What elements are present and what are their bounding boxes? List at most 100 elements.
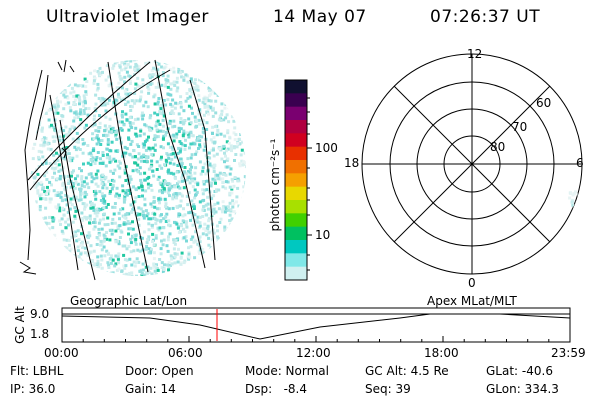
uv-pixel xyxy=(82,112,86,115)
uv-pixel xyxy=(128,221,132,225)
uv-pixel xyxy=(95,243,99,246)
uv-pixel xyxy=(115,192,119,196)
uv-pixel xyxy=(79,187,83,191)
uv-pixel xyxy=(148,76,152,80)
uv-pixel xyxy=(96,86,100,90)
uv-pixel xyxy=(166,78,170,82)
uv-pixel xyxy=(166,74,170,78)
uv-pixel xyxy=(203,102,207,106)
uv-pixel xyxy=(130,126,134,130)
uv-pixel xyxy=(177,192,181,196)
uv-pixel xyxy=(134,132,138,136)
uv-pixel xyxy=(111,104,115,108)
uv-pixel xyxy=(189,130,193,134)
uv-pixel xyxy=(183,60,187,64)
uv-pixel xyxy=(171,147,175,151)
uv-pixel xyxy=(184,73,188,77)
uv-pixel xyxy=(38,268,42,272)
uv-pixel xyxy=(229,167,233,171)
uv-pixel xyxy=(226,70,230,74)
uv-pixel xyxy=(77,198,81,202)
uv-pixel xyxy=(171,197,175,201)
coastline xyxy=(24,69,43,261)
uv-pixel xyxy=(156,119,160,123)
uv-pixel xyxy=(217,77,221,81)
uv-pixel xyxy=(189,174,193,178)
uv-pixel xyxy=(56,104,60,108)
uv-pixel xyxy=(180,164,183,168)
uv-pixel xyxy=(149,217,153,221)
uv-pixel xyxy=(56,159,60,162)
uv-pixel xyxy=(51,242,55,246)
uv-pixel xyxy=(34,250,38,254)
uv-pixel xyxy=(201,273,205,276)
uv-pixel xyxy=(197,74,201,78)
uv-pixel xyxy=(206,261,210,265)
uv-pixel xyxy=(100,258,104,262)
uv-pixel xyxy=(72,102,76,106)
colorbar-band xyxy=(285,133,307,148)
uv-pixel xyxy=(173,124,177,128)
uv-pixel xyxy=(206,207,210,211)
coastline xyxy=(19,261,37,275)
uv-pixel xyxy=(118,65,122,69)
x-tick-2359: 23:59 xyxy=(551,346,586,360)
uv-pixel xyxy=(224,149,228,153)
uv-pixel xyxy=(240,127,244,131)
uv-pixel xyxy=(44,112,48,115)
uv-pixel xyxy=(81,138,85,141)
uv-pixel xyxy=(235,267,239,271)
uv-pixel xyxy=(127,274,131,276)
uv-pixel xyxy=(186,96,190,100)
uv-pixel xyxy=(141,268,145,272)
uv-pixel xyxy=(94,172,98,176)
uv-pixel xyxy=(207,266,211,270)
uv-pixel xyxy=(147,222,151,226)
polar-pixel xyxy=(579,199,582,203)
uv-pixel xyxy=(191,223,195,227)
uv-pixel xyxy=(149,183,153,187)
uv-pixel xyxy=(119,127,123,130)
uv-pixel xyxy=(162,268,166,271)
uv-pixel xyxy=(197,112,201,116)
uv-pixel xyxy=(172,70,176,74)
uv-pixel xyxy=(129,80,132,83)
uv-pixel xyxy=(169,102,173,106)
uv-pixel xyxy=(227,79,231,83)
uv-pixel xyxy=(44,216,48,220)
uv-pixel xyxy=(136,117,140,121)
uv-pixel xyxy=(221,92,225,96)
uv-pixel xyxy=(38,205,42,208)
uv-pixel xyxy=(234,133,238,137)
uv-pixel xyxy=(186,178,190,182)
uv-pixel xyxy=(147,217,151,221)
x-tick-1800: 18:00 xyxy=(424,346,459,360)
polar-pixel xyxy=(572,192,576,196)
uv-pixel xyxy=(101,162,105,165)
uv-pixel xyxy=(229,63,233,67)
uv-pixel xyxy=(124,64,128,68)
uv-pixel xyxy=(159,145,163,149)
uv-pixel xyxy=(152,262,156,266)
uv-pixel xyxy=(173,155,177,159)
uv-pixel xyxy=(217,67,221,71)
uv-pixel xyxy=(32,206,36,210)
uv-pixel xyxy=(88,234,92,238)
uv-pixel xyxy=(198,252,201,255)
uv-pixel xyxy=(244,224,246,228)
polar-pixel xyxy=(574,224,578,228)
uv-pixel xyxy=(93,211,97,215)
uv-pixel xyxy=(173,252,177,256)
uv-pixel xyxy=(84,123,88,127)
uv-pixel xyxy=(164,202,168,206)
uv-pixel xyxy=(184,99,188,103)
uv-pixel xyxy=(132,60,136,62)
uv-pixel xyxy=(230,60,234,64)
uv-pixel xyxy=(81,84,85,88)
uv-pixel xyxy=(188,95,192,99)
uv-pixel xyxy=(179,147,183,151)
uv-pixel xyxy=(164,158,168,162)
uv-pixel xyxy=(195,218,199,222)
uv-pixel xyxy=(224,154,227,158)
instrument-title: Ultraviolet Imager xyxy=(46,7,209,27)
